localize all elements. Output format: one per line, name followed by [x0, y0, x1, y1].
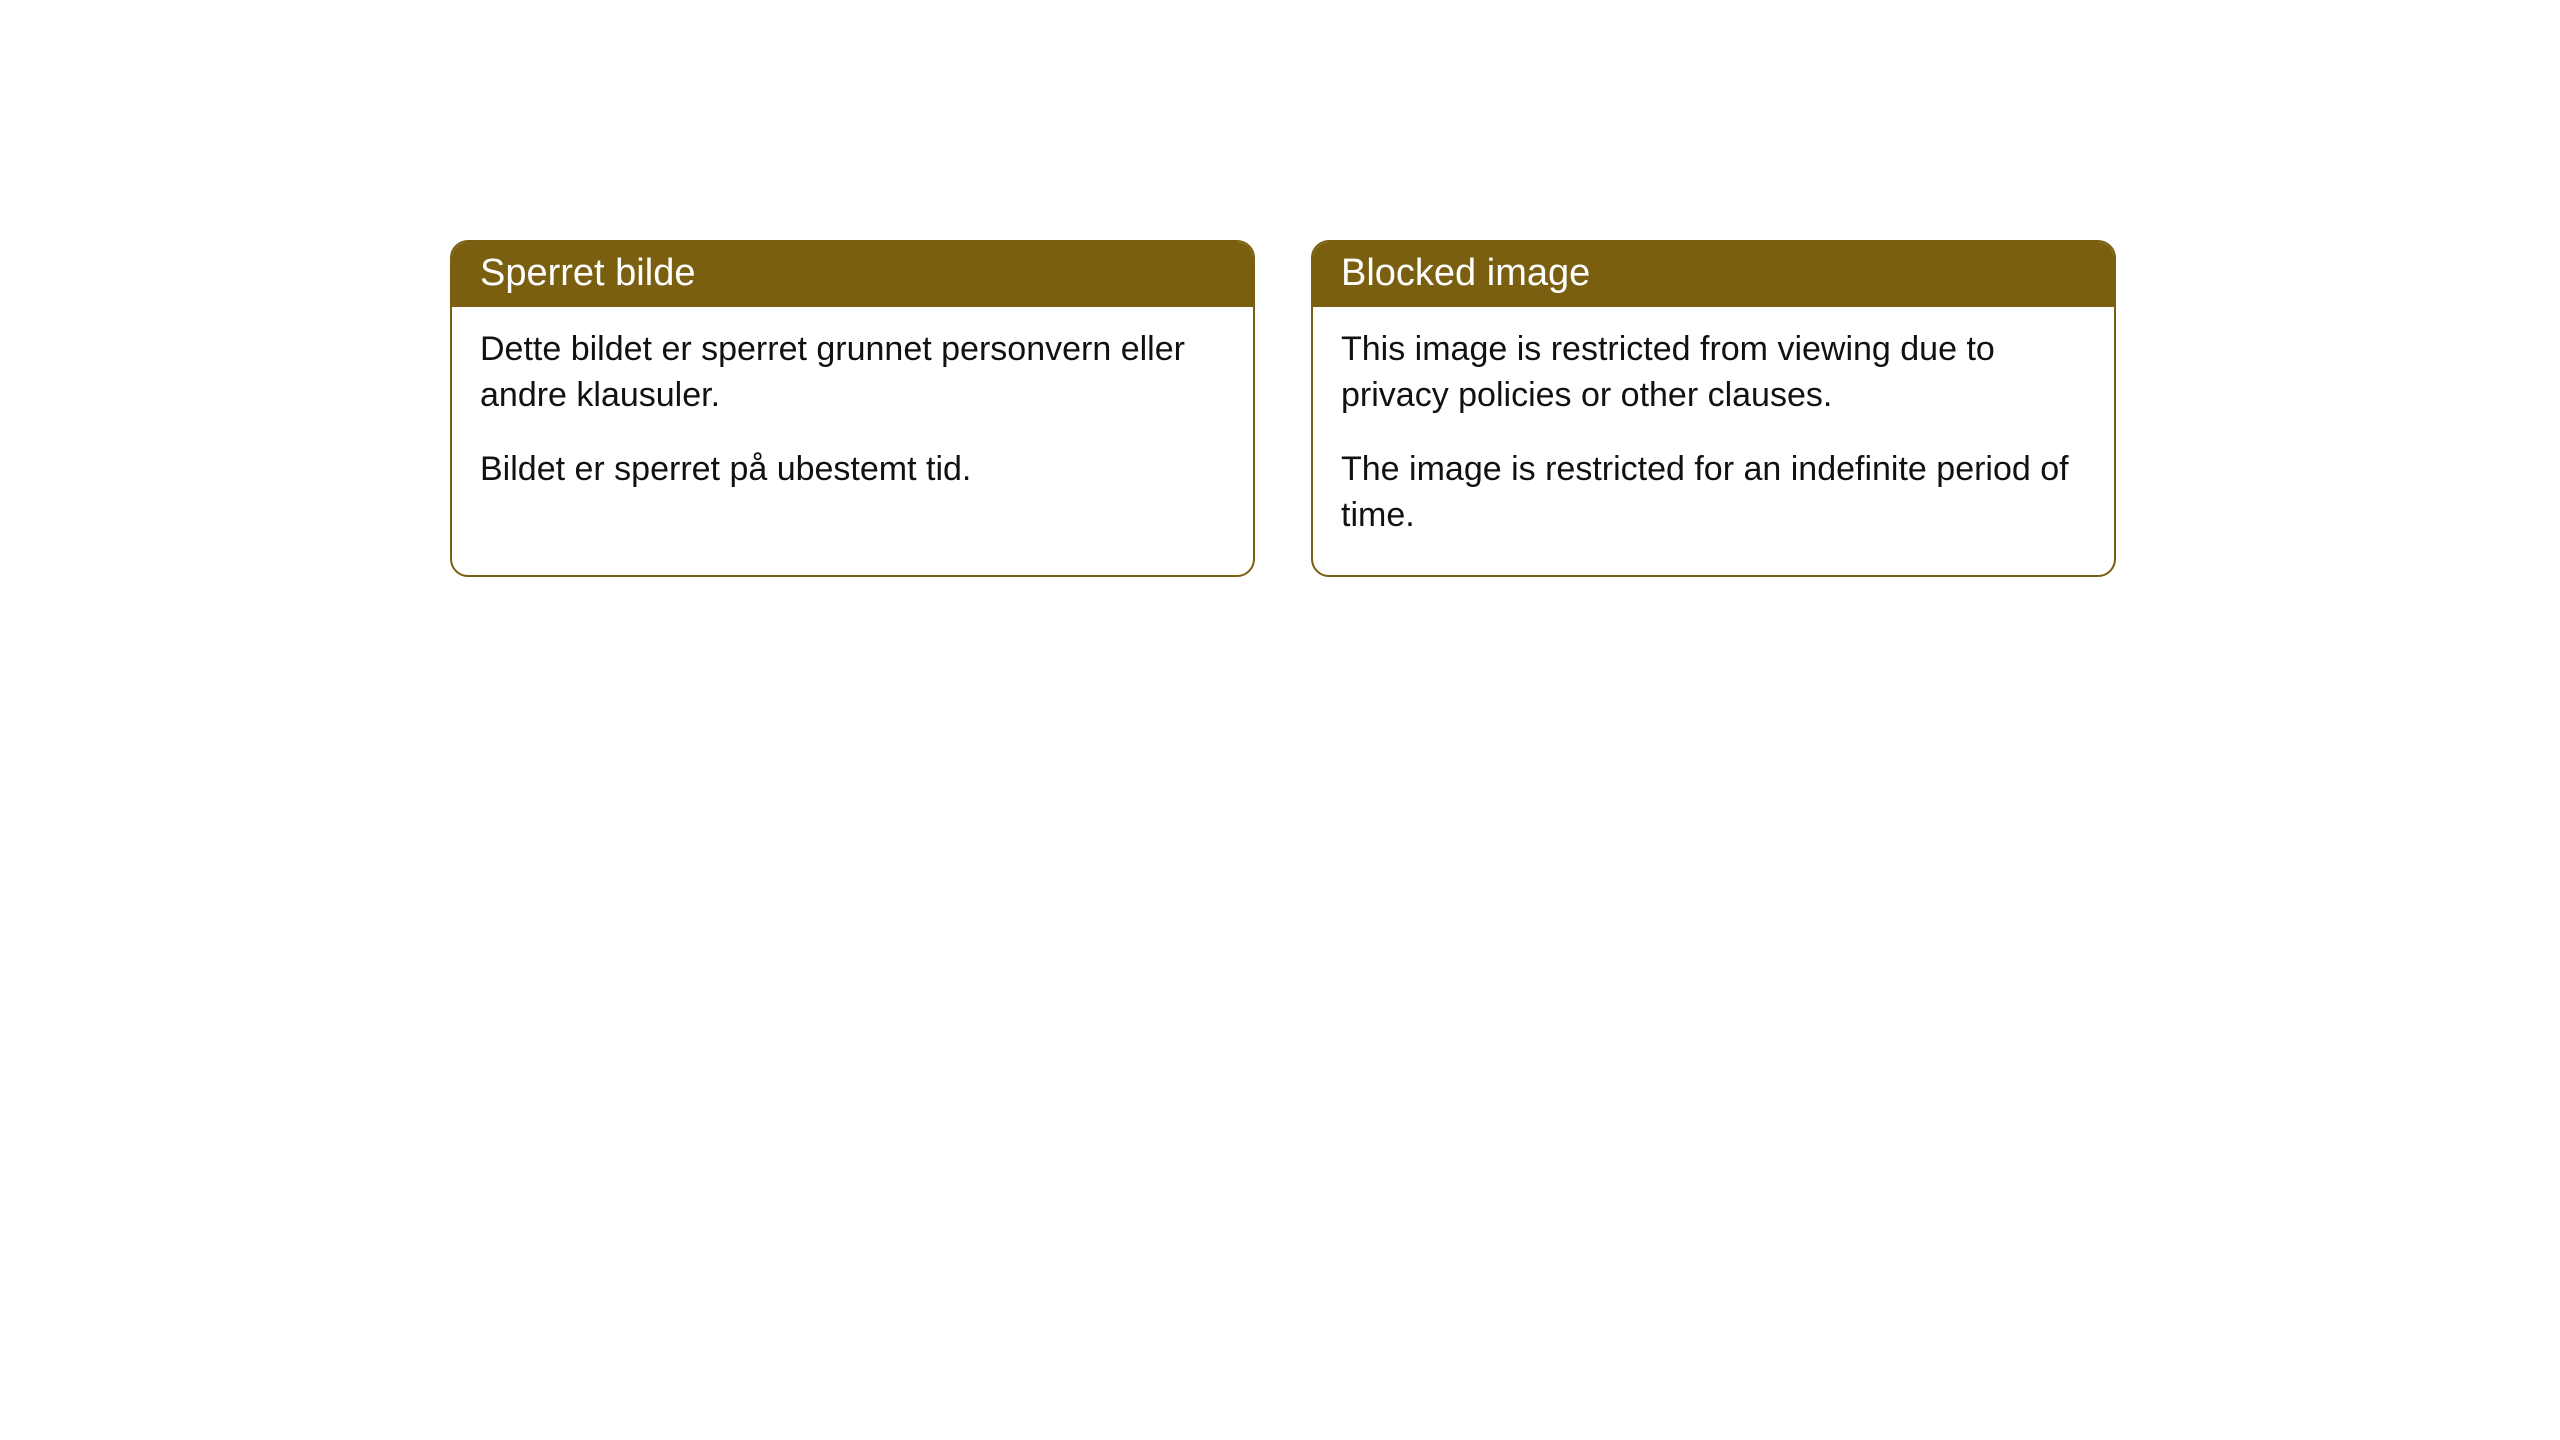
card-body: This image is restricted from viewing du…: [1313, 307, 2114, 575]
card-title: Blocked image: [1341, 252, 1590, 294]
card-title: Sperret bilde: [480, 252, 695, 294]
notice-card-norwegian: Sperret bilde Dette bildet er sperret gr…: [450, 240, 1255, 577]
card-body: Dette bildet er sperret grunnet personve…: [452, 307, 1253, 529]
card-paragraph: The image is restricted for an indefinit…: [1341, 447, 2086, 539]
card-header: Sperret bilde: [452, 242, 1253, 307]
card-paragraph: Dette bildet er sperret grunnet personve…: [480, 327, 1225, 419]
card-paragraph: This image is restricted from viewing du…: [1341, 327, 2086, 419]
card-header: Blocked image: [1313, 242, 2114, 307]
notice-cards-container: Sperret bilde Dette bildet er sperret gr…: [450, 240, 2116, 577]
card-paragraph: Bildet er sperret på ubestemt tid.: [480, 447, 1225, 493]
notice-card-english: Blocked image This image is restricted f…: [1311, 240, 2116, 577]
